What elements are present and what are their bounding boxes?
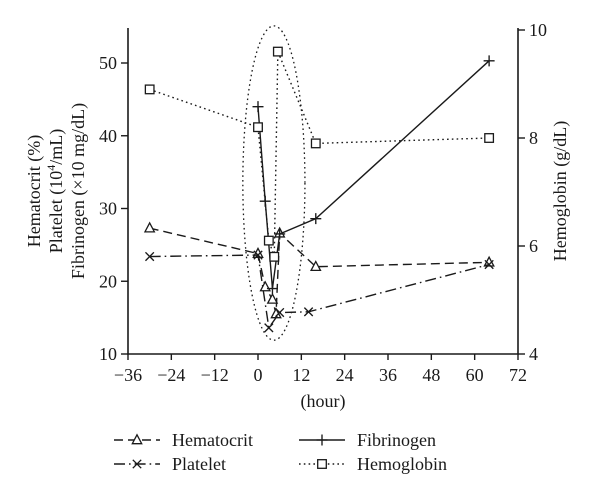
- legend-item-hematocrit: Hematocrit: [114, 430, 253, 450]
- highlight-ellipse: [242, 25, 306, 341]
- left-tick-label: 30: [99, 199, 117, 219]
- legend-label: Hemoglobin: [357, 454, 447, 474]
- x-axis-label: (hour): [301, 391, 346, 412]
- right-axis-label: Hemoglobin (g/dL): [550, 121, 571, 261]
- legend-label: Hematocrit: [172, 430, 253, 450]
- x-tick-label: 60: [466, 365, 484, 385]
- x-tick-label: 24: [336, 365, 354, 385]
- right-axis: 4 6 8 10 Hemoglobin (g/dL): [518, 20, 571, 364]
- left-tick-label: 40: [99, 126, 117, 146]
- axes: −36 −24 −12 0 12 24 36 48 60 72(hour)1020304050He…: [24, 20, 571, 412]
- legend-label: Fibrinogen: [357, 430, 436, 450]
- legend-item-platelet: Platelet: [114, 454, 226, 474]
- annotations: [242, 25, 306, 341]
- left-tick-label: 10: [99, 344, 117, 364]
- spines: [127, 28, 519, 355]
- x-axis: −36 −24 −12 0 12 24 36 48 60 72 (hour): [114, 354, 527, 412]
- x-tick-label: 12: [292, 365, 310, 385]
- x-tick-label: 72: [509, 365, 527, 385]
- x-tick-label: −36: [114, 365, 142, 385]
- legend-item-fibrinogen: Fibrinogen: [299, 430, 436, 450]
- right-tick-label: 4: [529, 344, 538, 364]
- left-axis: 10 20 30 40 50 Hematocrit (%) Platelet (104/mL…: [24, 53, 128, 364]
- left-tick-label: 50: [99, 53, 117, 73]
- series-fibrinogen: [252, 55, 495, 295]
- series-hemoglobin: [144, 46, 495, 262]
- right-tick-label: 8: [529, 128, 538, 148]
- legend: Hematocrit Platelet Fibrinogen Hemoglobin: [114, 430, 447, 474]
- series-hematocrit: [143, 221, 495, 319]
- left-axis-label: Fibrinogen (×10 mg/dL): [68, 103, 89, 279]
- x-tick-label: −24: [157, 365, 185, 385]
- x-tick-label: −12: [201, 365, 229, 385]
- left-tick-label: 20: [99, 271, 117, 291]
- x-tick-label: 36: [379, 365, 397, 385]
- left-axis-label: Platelet (104/mL): [44, 129, 67, 253]
- legend-label: Platelet: [172, 454, 226, 474]
- right-tick-label: 10: [529, 20, 547, 40]
- x-tick-label: 48: [422, 365, 440, 385]
- legend-item-hemoglobin: Hemoglobin: [299, 454, 447, 474]
- right-tick-label: 6: [529, 236, 538, 256]
- series-platelet: [144, 250, 494, 333]
- x-tick-label: 0: [254, 365, 263, 385]
- left-axis-label: Hematocrit (%): [24, 135, 45, 247]
